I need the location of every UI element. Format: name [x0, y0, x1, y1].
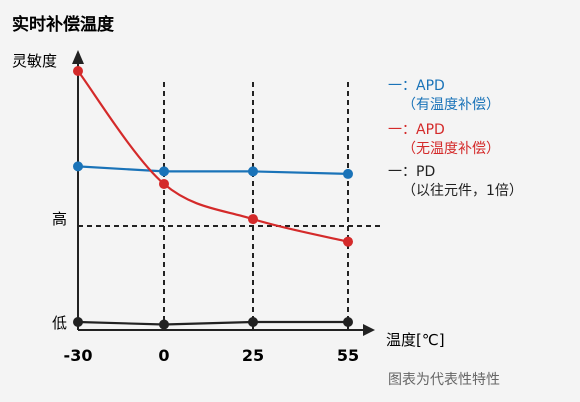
caption-text: 图表为代表性特性: [388, 372, 500, 388]
series-2-point-3: [343, 317, 353, 327]
series-0-point-0: [73, 161, 83, 172]
series-1-point-1: [159, 178, 169, 189]
y-tick-label-low: 低: [52, 314, 67, 332]
y-tick-label-high: 高: [52, 210, 67, 228]
series-2-point-0: [73, 317, 83, 327]
x-tick-label-1: 0: [158, 346, 169, 365]
series-0-point-2: [248, 166, 258, 177]
series-1-point-3: [343, 236, 353, 247]
series-line-2: [77, 320, 348, 326]
series-2-point-2: [248, 317, 258, 327]
x-axis-arrow: [363, 324, 375, 336]
series-line-0: [77, 165, 349, 176]
series-1-point-0: [73, 66, 83, 76]
series-0-point-3: [343, 168, 353, 179]
series-0-point-1: [159, 166, 169, 177]
legend-note-0: （有温度补偿）: [402, 97, 500, 113]
y-axis-label: 灵敏度: [12, 52, 57, 70]
x-tick-label-2: 25: [242, 346, 264, 365]
legend-entry-0: 一：APD: [388, 78, 445, 94]
legend-entry-2: 一：PD: [388, 164, 435, 180]
y-axis-arrow: [72, 50, 84, 64]
x-tick-label-0: -30: [64, 346, 93, 365]
x-tick-label-3: 55: [337, 346, 359, 365]
series-2-point-1: [159, 319, 169, 330]
legend-note-1: （无温度补偿）: [402, 141, 500, 157]
chart-title: 实时补偿温度: [12, 14, 115, 35]
chart-layer: -30 0 25 55 高低 一：APD （有温度补偿） 一：APD （无温度补偿） 一：PD （以…: [52, 50, 523, 365]
legend-entry-1: 一：APD: [388, 122, 445, 138]
x-axis-label: 温度[℃]: [386, 331, 445, 349]
series-1-point-2: [248, 214, 258, 225]
series-line-1: [77, 70, 349, 243]
legend-note-2: （以往元件，1倍）: [402, 183, 523, 199]
